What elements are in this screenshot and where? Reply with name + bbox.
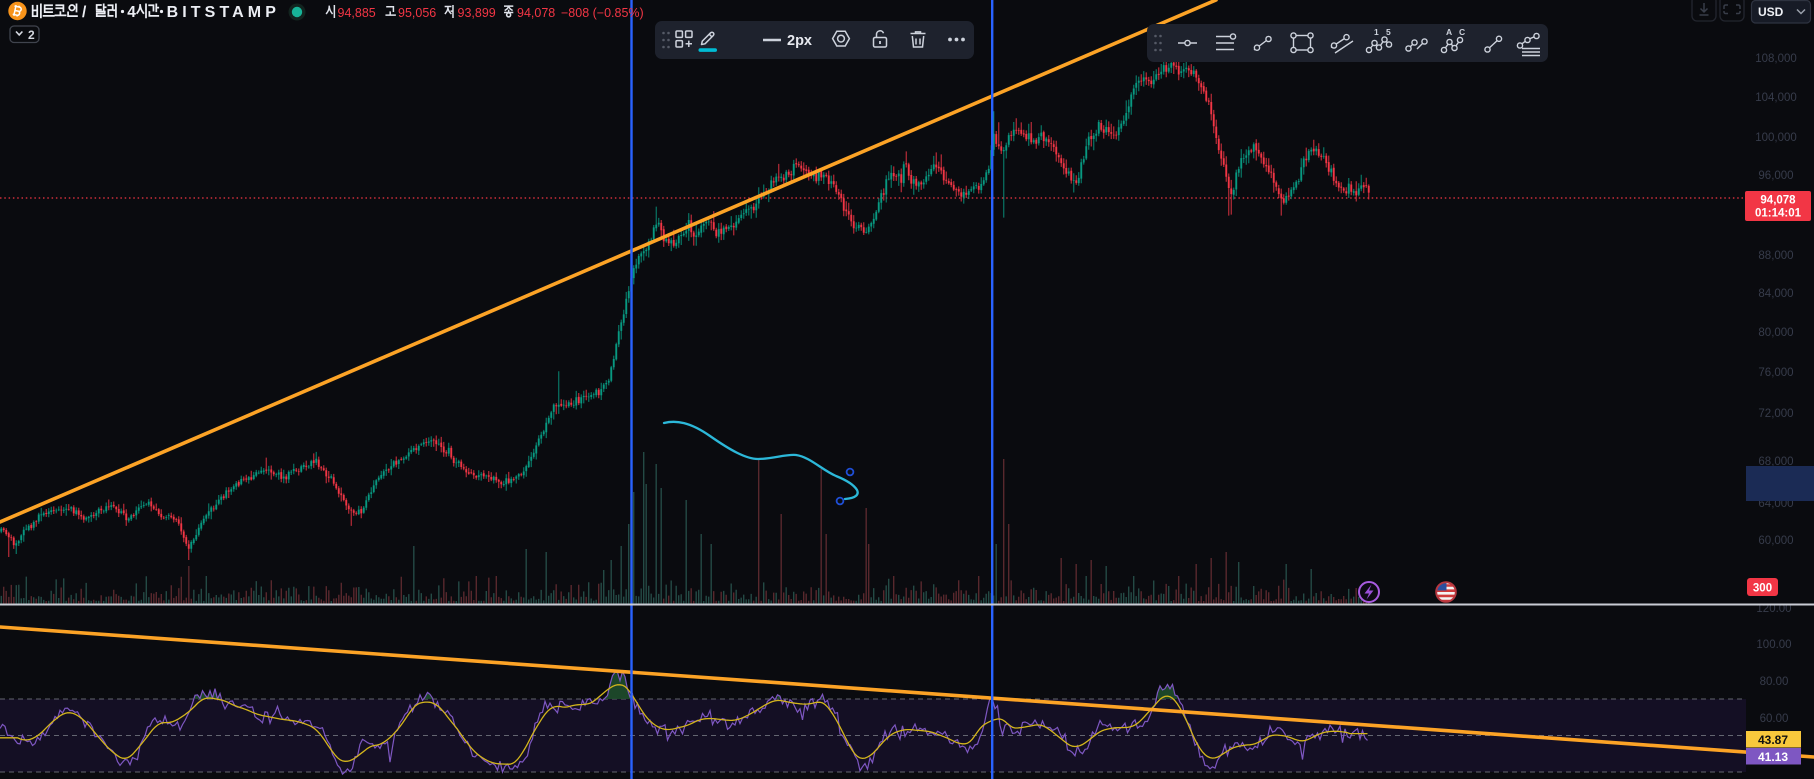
svg-text:A: A xyxy=(1446,27,1452,37)
svg-text:USD: USD xyxy=(1758,5,1784,19)
svg-text:100,000: 100,000 xyxy=(1755,132,1797,144)
svg-text:2: 2 xyxy=(28,28,35,42)
svg-text:60,000: 60,000 xyxy=(1758,535,1793,547)
svg-text:/: / xyxy=(82,4,87,21)
svg-text:80,000: 80,000 xyxy=(1758,327,1793,339)
svg-text:01:14:01: 01:14:01 xyxy=(1755,208,1802,220)
svg-text:C: C xyxy=(1459,27,1465,37)
svg-text:60.00: 60.00 xyxy=(1760,713,1789,725)
svg-text:72,000: 72,000 xyxy=(1758,408,1793,420)
svg-text:93,899: 93,899 xyxy=(458,6,496,20)
svg-text:43.87: 43.87 xyxy=(1758,733,1788,747)
svg-text:−808 (−0.85%): −808 (−0.85%) xyxy=(561,6,644,20)
svg-text:300: 300 xyxy=(1753,583,1772,595)
svg-text:5: 5 xyxy=(1386,27,1391,37)
svg-text:1: 1 xyxy=(1374,27,1379,37)
svg-text:100.00: 100.00 xyxy=(1756,639,1791,651)
svg-text:120.00: 120.00 xyxy=(1756,603,1791,615)
svg-text:94,078: 94,078 xyxy=(1760,195,1796,207)
svg-text:96,000: 96,000 xyxy=(1758,170,1793,182)
svg-text:80.00: 80.00 xyxy=(1760,676,1789,688)
svg-text:BITSTAMP: BITSTAMP xyxy=(167,4,280,21)
svg-text:68,000: 68,000 xyxy=(1758,456,1793,468)
svg-text:108,000: 108,000 xyxy=(1755,53,1797,65)
svg-text:76,000: 76,000 xyxy=(1758,367,1793,379)
svg-text:41.13: 41.13 xyxy=(1758,750,1788,764)
svg-text:4: 4 xyxy=(127,4,136,21)
svg-text:104,000: 104,000 xyxy=(1755,92,1797,104)
svg-text:84,000: 84,000 xyxy=(1758,288,1793,300)
svg-text:94,885: 94,885 xyxy=(338,6,376,20)
svg-text:2px: 2px xyxy=(787,33,812,49)
svg-text:94,078: 94,078 xyxy=(517,6,555,20)
svg-text:88,000: 88,000 xyxy=(1758,250,1793,262)
svg-text:95,056: 95,056 xyxy=(398,6,436,20)
